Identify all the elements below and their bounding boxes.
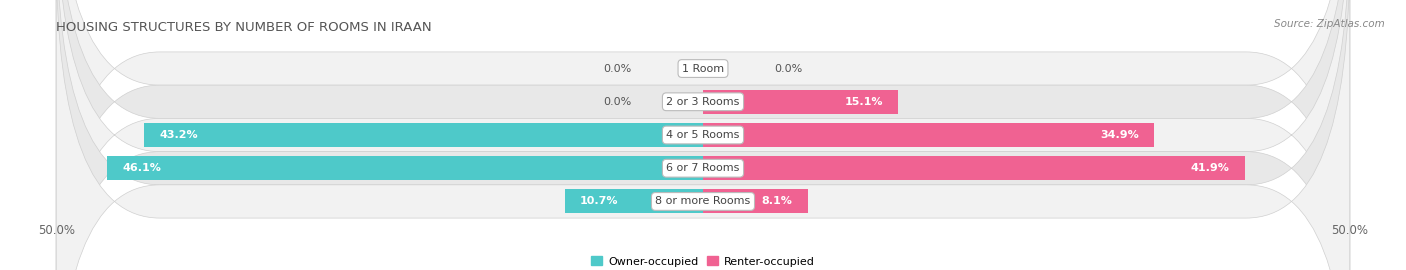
Text: 2 or 3 Rooms: 2 or 3 Rooms: [666, 97, 740, 107]
Bar: [565, 190, 703, 213]
Text: 6 or 7 Rooms: 6 or 7 Rooms: [666, 163, 740, 173]
FancyBboxPatch shape: [56, 0, 1350, 270]
Text: 4 or 5 Rooms: 4 or 5 Rooms: [666, 130, 740, 140]
Bar: [145, 123, 703, 147]
Text: 46.1%: 46.1%: [122, 163, 162, 173]
Text: 0.0%: 0.0%: [603, 97, 631, 107]
Text: 8.1%: 8.1%: [762, 197, 792, 207]
Text: 10.7%: 10.7%: [581, 197, 619, 207]
Bar: [703, 190, 808, 213]
Text: 0.0%: 0.0%: [775, 63, 803, 73]
Bar: [703, 156, 1244, 180]
FancyBboxPatch shape: [56, 0, 1350, 270]
Text: 0.0%: 0.0%: [603, 63, 631, 73]
Legend: Owner-occupied, Renter-occupied: Owner-occupied, Renter-occupied: [586, 252, 820, 270]
FancyBboxPatch shape: [56, 0, 1350, 270]
Bar: [107, 156, 703, 180]
Text: 15.1%: 15.1%: [844, 97, 883, 107]
Text: Source: ZipAtlas.com: Source: ZipAtlas.com: [1274, 19, 1385, 29]
FancyBboxPatch shape: [56, 0, 1350, 270]
Text: 8 or more Rooms: 8 or more Rooms: [655, 197, 751, 207]
Text: 41.9%: 41.9%: [1191, 163, 1229, 173]
Bar: [703, 90, 898, 114]
FancyBboxPatch shape: [56, 0, 1350, 270]
Text: 34.9%: 34.9%: [1099, 130, 1139, 140]
Text: 43.2%: 43.2%: [160, 130, 198, 140]
Bar: [703, 123, 1154, 147]
Text: HOUSING STRUCTURES BY NUMBER OF ROOMS IN IRAAN: HOUSING STRUCTURES BY NUMBER OF ROOMS IN…: [56, 21, 432, 34]
Text: 1 Room: 1 Room: [682, 63, 724, 73]
